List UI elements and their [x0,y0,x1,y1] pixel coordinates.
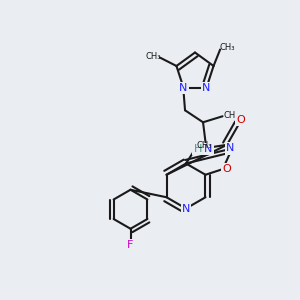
Text: CH₃: CH₃ [220,44,236,52]
Text: CH₃: CH₃ [196,141,212,150]
Text: CH₃: CH₃ [224,111,239,120]
Text: N: N [204,144,213,154]
Text: CH₃: CH₃ [146,52,161,61]
Text: H: H [194,144,202,154]
Text: O: O [236,115,245,125]
Text: N: N [202,83,211,93]
Text: N: N [226,143,234,153]
Text: N: N [182,203,190,214]
Text: F: F [127,240,134,250]
Text: N: N [179,83,188,93]
Text: O: O [222,164,231,174]
